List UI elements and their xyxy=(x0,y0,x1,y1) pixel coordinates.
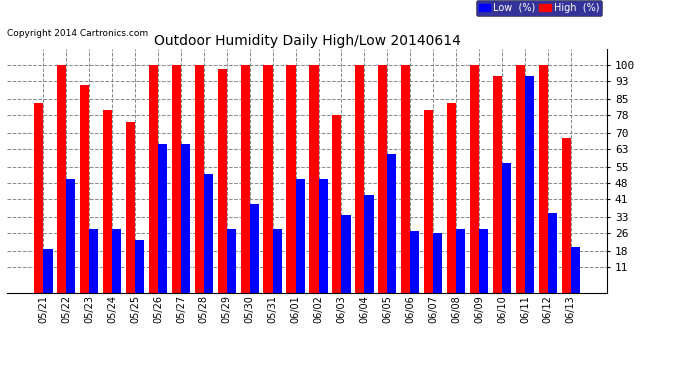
Bar xyxy=(204,174,213,292)
Bar xyxy=(424,110,433,292)
Bar xyxy=(241,65,250,292)
Bar xyxy=(43,249,52,292)
Bar xyxy=(172,65,181,292)
Bar xyxy=(158,144,167,292)
Bar xyxy=(264,65,273,292)
Bar xyxy=(57,65,66,292)
Bar xyxy=(479,229,489,292)
Bar xyxy=(89,229,99,292)
Bar xyxy=(217,69,227,292)
Bar xyxy=(34,104,43,292)
Bar xyxy=(103,110,112,292)
Bar xyxy=(126,122,135,292)
Bar xyxy=(309,65,319,292)
Bar xyxy=(447,104,456,292)
Legend: Low  (%), High  (%): Low (%), High (%) xyxy=(475,0,602,16)
Bar xyxy=(149,65,158,292)
Bar xyxy=(135,240,144,292)
Bar xyxy=(364,195,373,292)
Bar xyxy=(562,138,571,292)
Bar xyxy=(433,233,442,292)
Bar xyxy=(571,247,580,292)
Bar xyxy=(112,229,121,292)
Bar xyxy=(181,144,190,292)
Bar xyxy=(548,213,557,292)
Text: Copyright 2014 Cartronics.com: Copyright 2014 Cartronics.com xyxy=(7,29,148,38)
Bar xyxy=(525,76,534,292)
Bar xyxy=(319,178,328,292)
Bar xyxy=(333,115,342,292)
Bar xyxy=(355,65,364,292)
Bar xyxy=(342,215,351,292)
Bar xyxy=(80,85,89,292)
Bar xyxy=(493,76,502,292)
Title: Outdoor Humidity Daily High/Low 20140614: Outdoor Humidity Daily High/Low 20140614 xyxy=(154,34,460,48)
Bar xyxy=(66,178,75,292)
Bar xyxy=(286,65,295,292)
Bar xyxy=(295,178,305,292)
Bar xyxy=(387,153,397,292)
Bar xyxy=(273,229,282,292)
Bar xyxy=(502,163,511,292)
Bar xyxy=(378,65,387,292)
Bar xyxy=(456,229,465,292)
Bar xyxy=(195,65,204,292)
Bar xyxy=(250,204,259,292)
Bar xyxy=(470,65,479,292)
Bar xyxy=(401,65,411,292)
Bar xyxy=(515,65,525,292)
Bar xyxy=(411,231,420,292)
Bar xyxy=(539,65,548,292)
Bar xyxy=(227,229,236,292)
